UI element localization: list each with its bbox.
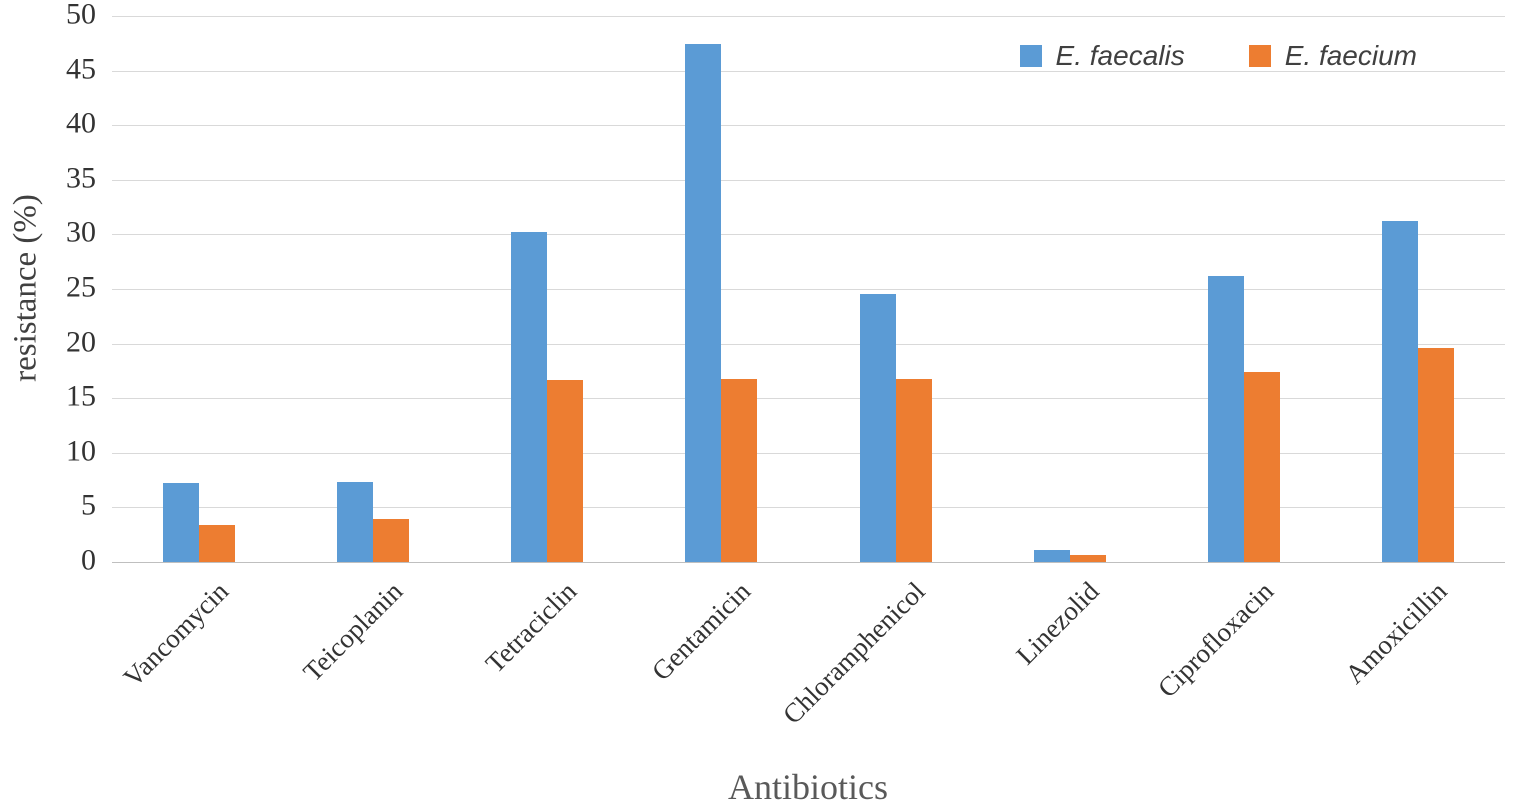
bar-e-faecalis-linezolid [1033,550,1070,562]
x-tick-label-amoxicillin: Amoxicillin [1339,576,1454,690]
x-tick-label-ciprofloxacin: Ciprofloxacin [1151,576,1280,704]
y-tick-label-30: 30 [66,215,96,249]
bar-e-faecium-linezolid [1069,555,1106,562]
y-tick-label-25: 25 [66,270,96,304]
gridline-15 [112,398,1505,400]
bar-e-faecalis-amoxicillin [1381,221,1418,562]
bar-e-faecalis-tetraciclin [511,232,548,562]
legend-label-e-faecalis: E. faecalis [1055,40,1185,71]
gridline-25 [112,289,1505,290]
y-tick-label-20: 20 [66,324,96,358]
bar-e-faecalis-vancomycin [163,483,200,562]
y-tick-label-40: 40 [66,106,96,140]
bar-e-faecium-amoxicillin [1417,347,1454,562]
y-tick-label-15: 15 [66,379,96,413]
x-axis-title: Antibiotics [728,767,888,807]
legend-label-e-faecium: E. faecium [1284,40,1417,71]
gridline-20 [112,343,1505,345]
bar-e-faecalis-chloramphenicol [859,294,896,562]
bar-e-faecium-chloramphenicol [895,378,932,562]
legend-item-e-faecium: E. faecium [1248,40,1417,72]
legend-item-e-faecalis: E. faecalis [1019,40,1185,72]
bar-e-faecium-teicoplanin [373,519,410,562]
legend: E. faecalis E. faecium [1019,40,1417,72]
gridlines: 0 5 10 15 20 25 30 35 40 45 50 [66,0,1505,576]
gridline-35 [112,179,1505,181]
gridline-45 [112,70,1505,72]
bar-e-faecium-ciprofloxacin [1243,372,1280,562]
x-tick-label-chloramphenicol: Chloramphenicol [777,576,931,730]
gridline-0 [112,562,1505,563]
gridline-10 [112,452,1505,454]
x-tick-label-tetraciclin: Tetraciclin [479,576,583,679]
x-tick-label-linezolid: Linezolid [1010,576,1105,671]
bar-e-faecium-tetraciclin [547,379,584,562]
bar-e-faecalis-ciprofloxacin [1207,275,1244,562]
y-tick-label-35: 35 [66,161,96,195]
x-tick-label-teicoplanin: Teicoplanin [297,576,409,688]
legend-swatch-e-faecium [1248,45,1271,67]
gridline-40 [112,125,1505,127]
bar-e-faecium-gentamicin [721,378,758,562]
x-tick-label-vancomycin: Vancomycin [117,576,235,693]
x-tick-label-gentamicin: Gentamicin [646,576,757,687]
bar-e-faecium-vancomycin [199,524,236,562]
bar-e-faecalis-gentamicin [685,44,722,562]
bar-e-faecalis-teicoplanin [337,482,374,562]
legend-swatch-e-faecalis [1019,45,1042,67]
y-tick-label-45: 45 [66,51,96,85]
bars-layer [112,16,1505,562]
plot-area: 0 5 10 15 20 25 30 35 40 45 50 Vancomycin Teicoplan… [66,0,1505,730]
y-tick-label-10: 10 [66,434,96,468]
gridline-30 [112,234,1505,236]
x-axis-labels: Vancomycin Teicoplanin Tetraciclin Gentamic… [112,16,1505,730]
y-axis-title: resistance (%) [7,194,44,382]
y-tick-label-50: 50 [66,0,96,31]
gridline-50 [112,16,1505,17]
y-tick-label-5: 5 [81,488,96,522]
gridline-5 [112,507,1505,509]
y-tick-label-0: 0 [81,543,96,577]
